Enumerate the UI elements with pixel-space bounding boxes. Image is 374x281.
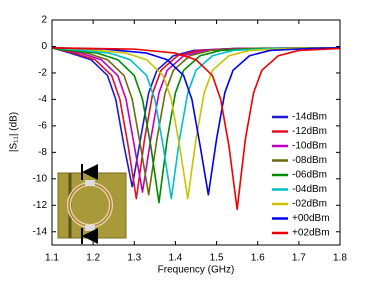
legend-label: +00dBm xyxy=(292,213,330,224)
x-tick-label: 1.3 xyxy=(127,253,141,264)
series-line xyxy=(51,46,341,200)
axes-frame xyxy=(51,19,341,246)
y-tick-label: -4 xyxy=(38,94,47,105)
legend-label: -12dBm xyxy=(292,126,327,137)
series-line xyxy=(51,46,341,211)
y-tick-label: -8 xyxy=(38,147,47,158)
series-line xyxy=(51,46,341,188)
series-line xyxy=(51,46,341,200)
y-axis-label: |S₁₁| (dB) xyxy=(9,112,20,152)
y-tick-label: -14 xyxy=(33,226,48,237)
y-tick-label: 0 xyxy=(41,41,47,52)
y-tick-label: -6 xyxy=(38,121,47,132)
x-tick-label: 1.7 xyxy=(292,253,306,264)
x-tick-label: 1.2 xyxy=(86,253,100,264)
series-line xyxy=(51,46,341,193)
legend-label: -14dBm xyxy=(292,112,327,123)
x-tick-label: 1.1 xyxy=(45,253,59,264)
legend-label: +02dBm xyxy=(292,228,330,239)
inset-photo xyxy=(57,164,127,244)
inset-diode xyxy=(82,228,98,244)
plot-area xyxy=(51,46,341,211)
y-tick-label: 2 xyxy=(41,15,47,26)
inset-gap xyxy=(85,225,95,231)
series-line xyxy=(51,46,341,196)
legend-label: -06dBm xyxy=(292,170,327,181)
legend-label: -08dBm xyxy=(292,155,327,166)
x-tick-label: 1.5 xyxy=(210,253,224,264)
x-tick-label: 1.6 xyxy=(251,253,265,264)
series-line xyxy=(51,46,341,196)
x-tick-label: 1.8 xyxy=(333,253,347,264)
inset-diode xyxy=(82,164,98,180)
series-line xyxy=(51,46,341,204)
x-tick-label: 1.4 xyxy=(168,253,182,264)
inset-gap xyxy=(85,180,95,186)
series-line xyxy=(51,46,341,200)
legend-label: -02dBm xyxy=(292,199,327,210)
legend-label: -04dBm xyxy=(292,184,327,195)
y-tick-label: -10 xyxy=(33,173,48,184)
y-tick-label: -2 xyxy=(38,68,47,79)
legend-label: -10dBm xyxy=(292,141,327,152)
y-tick-label: -12 xyxy=(33,200,48,211)
x-axis-label: Frequency (GHz) xyxy=(158,265,235,276)
